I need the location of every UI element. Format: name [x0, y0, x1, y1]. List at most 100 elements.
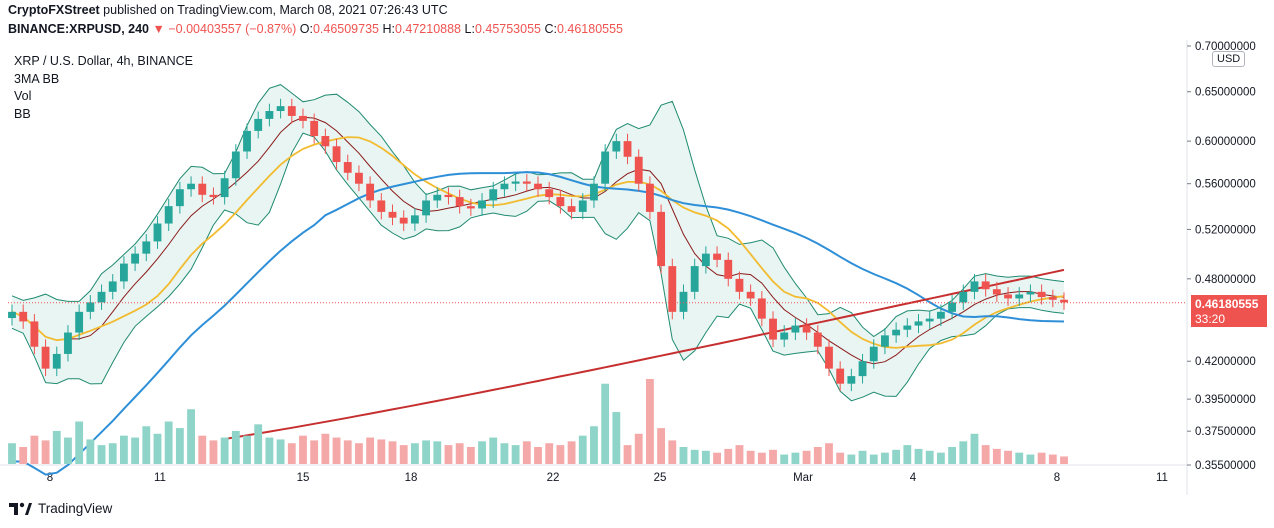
volume-bar: [265, 437, 274, 464]
legend-item-vol[interactable]: Vol: [14, 89, 32, 103]
candle-body: [86, 302, 95, 312]
candle-body: [489, 189, 498, 201]
volume-bar: [410, 443, 419, 464]
volume-bar: [108, 443, 117, 464]
price-chart[interactable]: 0.70000000 0.65000000 0.60000000 0.56000000…: [0, 40, 1274, 495]
volume-bar: [959, 441, 968, 464]
volume-bar: [187, 409, 195, 464]
candle-body: [892, 329, 901, 336]
candle-body: [332, 146, 341, 163]
volume-bar: [713, 452, 721, 464]
ma-blue-line: [12, 171, 1065, 476]
candle-body: [108, 281, 117, 292]
volume-bar: [1026, 454, 1035, 464]
x-tick-label: 11: [1156, 472, 1168, 484]
candle-body: [992, 289, 1001, 295]
candle-body: [30, 321, 39, 347]
candle-body: [455, 197, 464, 207]
volume-bar: [52, 430, 61, 464]
volume-bar: [567, 441, 576, 464]
open-value: 0.46509735: [312, 22, 379, 36]
symbol-ohlc-line: BINANCE:XRPUSD, 240 ▼ −0.00403557 (−0.87…: [8, 22, 623, 36]
chart-legend: XRP / U.S. Dollar, 4h, BINANCE 3MA BB Vo…: [14, 53, 193, 123]
volume-bar: [1060, 456, 1068, 464]
candle-body: [153, 223, 162, 242]
volume-bar: [64, 437, 72, 464]
candle-body: [41, 346, 50, 369]
candle-body: [97, 291, 106, 303]
change-arrow-icon: ▼: [152, 22, 165, 36]
candle-body: [869, 346, 878, 362]
volume-bar: [590, 426, 598, 464]
bar-countdown: 33:20: [1195, 311, 1226, 326]
volume-bar: [343, 440, 352, 464]
currency-button[interactable]: USD: [1212, 51, 1246, 67]
candle-body: [388, 211, 397, 218]
volume-bar: [399, 445, 408, 464]
candle-body: [444, 194, 453, 198]
legend-title[interactable]: XRP / U.S. Dollar, 4h, BINANCE: [14, 54, 193, 68]
x-tick-label: 18: [405, 472, 418, 484]
volume-bar: [534, 447, 542, 464]
candle-body: [746, 291, 755, 299]
volume-bar: [41, 440, 50, 464]
volume-bar: [522, 441, 531, 464]
candle-body: [1004, 294, 1012, 299]
y-tick-label: 0.35500000: [1195, 460, 1256, 472]
candle-body: [813, 332, 822, 347]
close-label: C:: [544, 22, 557, 36]
volume-bar: [836, 452, 845, 464]
volume-bar: [8, 443, 16, 464]
volume-bar: [1037, 452, 1046, 464]
candle-body: [601, 151, 610, 184]
tradingview-logo-icon: [9, 502, 32, 515]
volume-bar: [276, 439, 285, 464]
candle-body: [690, 266, 699, 292]
candle-body: [903, 325, 912, 330]
volume-bar: [892, 449, 901, 464]
volume-bar: [164, 421, 173, 464]
volume-bar: [198, 435, 207, 464]
candle-body: [612, 141, 621, 152]
candle-body: [142, 241, 151, 254]
candle-body: [1037, 291, 1046, 298]
candle-body: [265, 111, 274, 119]
candle-body: [657, 211, 666, 267]
candle-body: [410, 215, 419, 224]
volume-bar: [1004, 450, 1012, 464]
y-tick-label: 0.42000000: [1195, 356, 1256, 368]
volume-bar: [511, 445, 520, 464]
volume-bar: [75, 421, 84, 464]
candle-body: [131, 253, 140, 264]
volume-bar: [914, 448, 923, 464]
candle-body: [355, 172, 363, 184]
high-label: H:: [382, 22, 395, 36]
candle-body: [914, 321, 923, 326]
candle-body: [567, 206, 576, 212]
volume-bar: [287, 443, 296, 464]
tradingview-logo[interactable]: TradingView: [8, 500, 112, 516]
candle-body: [1015, 294, 1024, 299]
candle-body: [623, 141, 632, 157]
candle-body: [220, 178, 229, 198]
volume-bar: [377, 439, 386, 464]
volume-bar: [545, 443, 554, 464]
legend-item-3ma-bb[interactable]: 3MA BB: [14, 71, 60, 86]
symbol-name[interactable]: BINANCE:XRPUSD, 240: [8, 22, 150, 36]
high-value: 0.47210888: [394, 22, 462, 36]
legend-item-bb[interactable]: BB: [14, 106, 31, 121]
low-label: L:: [464, 22, 475, 36]
volume-bar: [500, 443, 509, 464]
ma-red-line: [224, 268, 1065, 440]
candle-body: [780, 332, 789, 340]
candle-body: [1048, 297, 1057, 300]
author-name[interactable]: CryptoFXStreet: [8, 3, 100, 17]
candle-body: [757, 298, 766, 319]
volume-bar: [769, 449, 777, 464]
candle-body: [858, 361, 867, 377]
y-tick-label: 0.70000000: [1195, 41, 1256, 53]
volume-bar: [142, 426, 151, 464]
volume-bar: [992, 448, 1001, 464]
volume-bar: [366, 437, 375, 464]
candle-body: [478, 200, 486, 209]
